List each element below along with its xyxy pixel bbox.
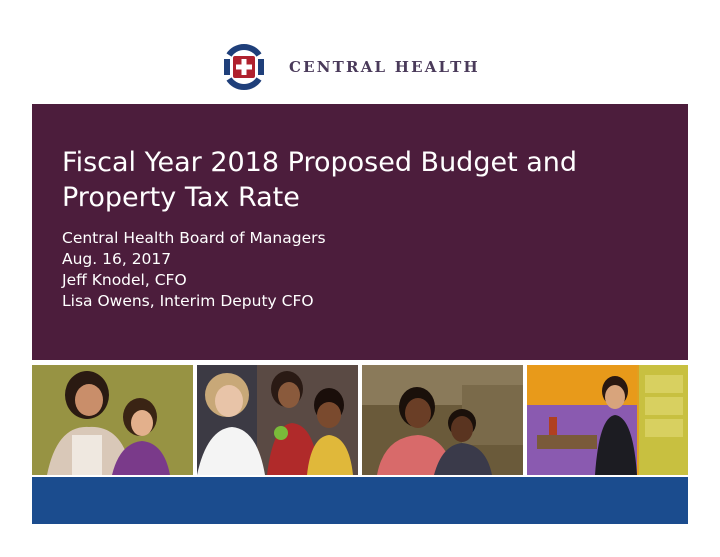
photo-girl-counter [527,365,688,475]
slide-title-line: Fiscal Year 2018 Proposed Budget and [62,147,578,178]
presenter-1: Jeff Knodel, CFO [62,271,187,289]
photo-doctor-child [197,365,358,475]
photo-mother-daughter [32,365,193,475]
presentation-date: Aug. 16, 2017 [62,250,172,268]
presenter-2: Lisa Owens, Interim Deputy CFO [62,292,314,310]
cross-in-circle-icon [224,44,264,90]
photo-strip [32,365,688,475]
logo-wordmark: CENTRAL HEALTH [289,58,480,76]
slide-title-line: Property Tax Rate [62,182,300,213]
photo-mother-son [362,365,523,475]
title-panel: Fiscal Year 2018 Proposed Budget and Pro… [32,104,688,360]
footer-bar [32,477,688,524]
presenter-organization: Central Health Board of Managers [62,229,326,247]
central-health-logo: CENTRAL HEALTH [219,42,480,92]
slide-title: Fiscal Year 2018 Proposed Budget and Pro… [62,145,662,215]
slide-subtitle: Central Health Board of Managers Aug. 16… [62,228,326,312]
